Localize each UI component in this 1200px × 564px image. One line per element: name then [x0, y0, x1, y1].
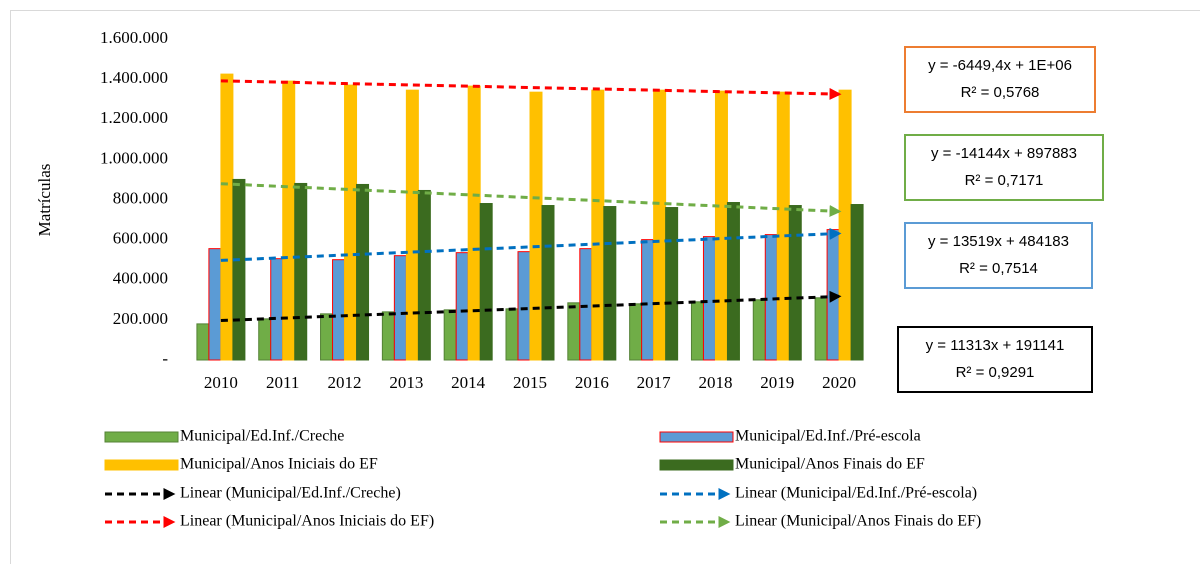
- bar: [270, 258, 284, 361]
- x-tick-label: 2012: [328, 373, 362, 392]
- y-tick-label: 200.000: [113, 309, 168, 328]
- bar: [405, 89, 419, 361]
- y-tick-label: 1.000.000: [100, 148, 168, 167]
- equation: y = -14144x + 897883: [931, 145, 1077, 162]
- bar: [776, 91, 790, 361]
- y-tick-label: 400.000: [113, 269, 168, 288]
- bar: [393, 255, 407, 361]
- legend-label: Linear (Municipal/Ed.Inf./Pré-escola): [735, 485, 977, 502]
- bar: [381, 311, 395, 361]
- x-tick-label: 2014: [451, 373, 486, 392]
- r-squared: R² = 0,7514: [959, 260, 1038, 277]
- x-tick-label: 2016: [575, 373, 609, 392]
- bar: [517, 251, 531, 361]
- bar: [332, 259, 346, 361]
- bar: [505, 308, 519, 361]
- y-tick-label: 800.000: [113, 188, 168, 207]
- bar: [788, 205, 802, 361]
- x-tick-label: 2011: [266, 373, 299, 392]
- y-axis-label: Matrículas: [35, 164, 54, 237]
- bar: [567, 302, 581, 361]
- bar: [455, 252, 469, 361]
- bar: [541, 205, 555, 361]
- bar: [232, 178, 246, 361]
- bar: [752, 299, 766, 361]
- legend-label: Linear (Municipal/Anos Iniciais do EF): [180, 513, 434, 530]
- x-tick-label: 2010: [204, 373, 238, 392]
- bar: [641, 239, 655, 361]
- bar: [467, 85, 481, 361]
- equation: y = -6449,4x + 1E+06: [928, 57, 1072, 74]
- equation-box: [904, 134, 1104, 201]
- equation: y = 11313x + 191141: [926, 337, 1065, 354]
- x-tick-label: 2019: [760, 373, 794, 392]
- y-tick-label: 1.600.000: [100, 28, 168, 47]
- bar: [529, 91, 543, 361]
- bar: [603, 206, 617, 361]
- legend-label: Municipal/Ed.Inf./Creche: [180, 428, 344, 445]
- x-tick-label: 2020: [822, 373, 856, 392]
- bar: [726, 202, 740, 361]
- bar: [714, 90, 728, 361]
- bar: [344, 84, 358, 361]
- bar: [764, 234, 778, 361]
- bar: [208, 248, 222, 361]
- y-tick-label: 1.200.000: [100, 108, 168, 127]
- legend-swatch: [104, 431, 179, 443]
- x-tick-label: 2018: [698, 373, 732, 392]
- bar: [629, 303, 643, 361]
- bar: [220, 73, 234, 361]
- bar: [294, 182, 308, 361]
- bar: [196, 323, 210, 361]
- equation-box: [897, 326, 1093, 393]
- bar: [591, 89, 605, 361]
- legend-label: Linear (Municipal/Ed.Inf./Creche): [180, 485, 401, 502]
- legend-label: Municipal/Ed.Inf./Pré-escola: [735, 428, 921, 445]
- x-tick-label: 2017: [637, 373, 672, 392]
- equation-box: [904, 222, 1093, 289]
- y-tick-label: 600.000: [113, 229, 168, 248]
- bar: [417, 189, 431, 361]
- y-tick-label: 1.400.000: [100, 68, 168, 87]
- bar: [665, 207, 679, 361]
- equation: y = 13519x + 484183: [928, 233, 1069, 250]
- legend-label: Linear (Municipal/Anos Finais do EF): [735, 513, 981, 530]
- chart-border: [10, 10, 1200, 564]
- y-tick-label: -: [162, 349, 168, 368]
- x-tick-label: 2015: [513, 373, 547, 392]
- bar: [850, 204, 864, 361]
- bar: [814, 297, 828, 361]
- bar: [579, 248, 593, 361]
- bar: [479, 203, 493, 361]
- bar: [356, 183, 370, 361]
- bar: [258, 318, 272, 361]
- legend-label: Municipal/Anos Iniciais do EF: [180, 456, 378, 473]
- legend-swatch: [659, 431, 734, 443]
- equation-box: [904, 46, 1096, 113]
- bar: [838, 89, 852, 361]
- r-squared: R² = 0,7171: [965, 172, 1044, 189]
- bar: [320, 313, 334, 361]
- bar: [826, 229, 840, 361]
- legend-label: Municipal/Anos Finais do EF: [735, 456, 925, 473]
- r-squared: R² = 0,9291: [956, 364, 1035, 381]
- bar: [653, 89, 667, 361]
- legend-swatch: [104, 459, 179, 471]
- bar: [702, 236, 716, 361]
- bar: [443, 309, 457, 361]
- bar: [690, 301, 704, 361]
- x-tick-label: 2013: [389, 373, 423, 392]
- legend-swatch: [659, 459, 734, 471]
- r-squared: R² = 0,5768: [961, 84, 1040, 101]
